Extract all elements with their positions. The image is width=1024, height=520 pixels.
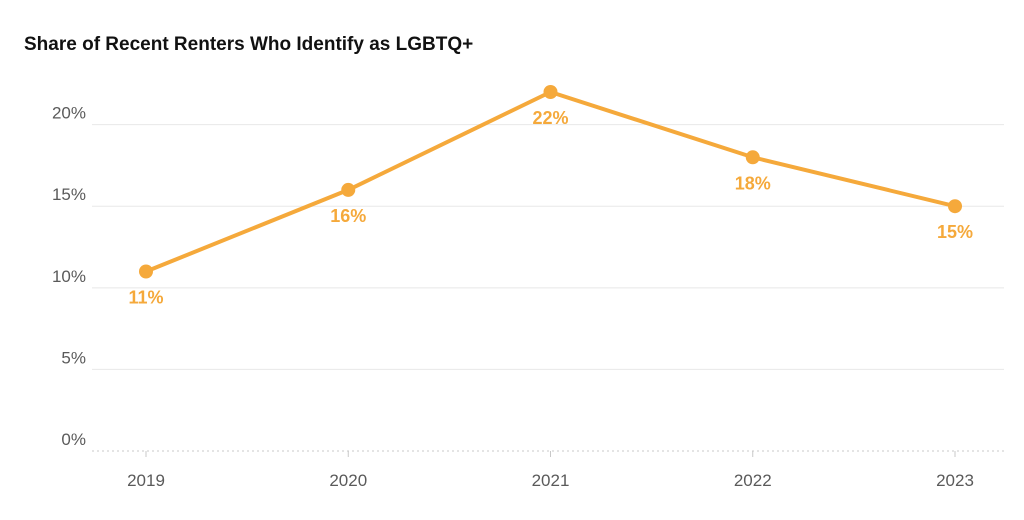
y-tick-label: 5% (61, 348, 86, 367)
y-tick-label: 15% (52, 185, 86, 204)
x-tick-label: 2020 (329, 471, 367, 490)
data-point (139, 264, 153, 279)
data-point (341, 182, 356, 197)
data-label: 11% (128, 288, 163, 308)
x-axis: 2019 2020 2021 2022 2023 (127, 451, 974, 490)
y-axis: 0% 5% 10% 15% 20% (52, 104, 86, 449)
x-tick-label: 2023 (936, 471, 974, 490)
series (139, 85, 962, 279)
data-point (543, 85, 558, 99)
gridlines (92, 124, 1004, 452)
y-tick-label: 10% (52, 267, 86, 286)
data-label: 15% (937, 222, 973, 242)
data-labels: 11% 16% 22% 18% 15% (128, 108, 973, 308)
data-label: 16% (330, 206, 366, 226)
data-label: 22% (532, 108, 568, 128)
y-tick-label: 20% (52, 104, 86, 123)
data-point (745, 150, 760, 165)
data-label: 18% (735, 173, 771, 193)
chart-title: Share of Recent Renters Who Identify as … (24, 34, 474, 55)
x-tick-label: 2022 (734, 471, 772, 490)
x-tick-label: 2019 (127, 471, 165, 490)
x-tick-label: 2021 (532, 471, 570, 490)
data-point (948, 199, 962, 214)
y-tick-label: 0% (61, 430, 86, 449)
